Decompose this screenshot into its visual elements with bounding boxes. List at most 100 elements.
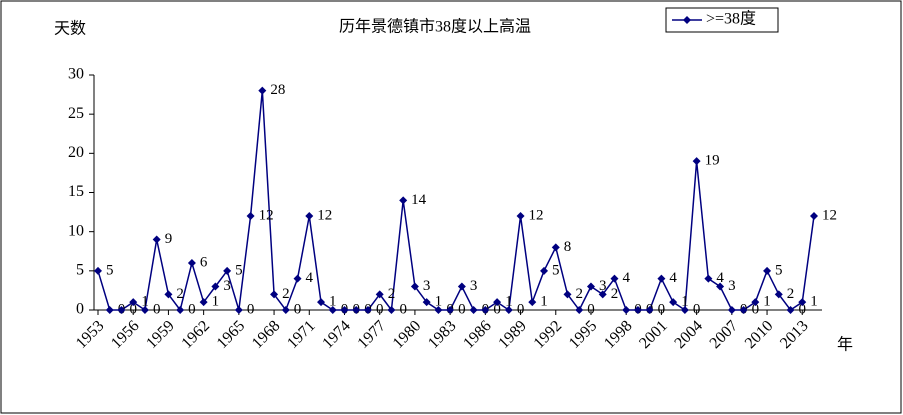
marker	[633, 306, 642, 314]
marker	[446, 306, 455, 314]
marker	[680, 306, 689, 314]
marker	[328, 306, 337, 314]
marker	[622, 306, 631, 314]
x-tick-label: 1959	[143, 317, 178, 352]
marker	[704, 274, 713, 283]
marker	[469, 306, 478, 314]
marker	[751, 298, 760, 307]
marker	[105, 306, 114, 314]
marker	[234, 306, 243, 314]
data-label: 1	[329, 294, 337, 310]
data-label: 0	[458, 301, 466, 317]
y-tick-label: 0	[76, 301, 84, 318]
marker	[610, 274, 619, 283]
data-label: 19	[705, 153, 720, 169]
data-label: 3	[470, 278, 478, 294]
y-tick-label: 10	[68, 222, 84, 239]
data-label: 4	[669, 270, 677, 286]
data-label: 0	[188, 301, 196, 317]
marker	[528, 298, 537, 307]
marker	[540, 266, 549, 275]
x-tick-label: 2010	[742, 317, 777, 352]
marker	[434, 306, 443, 314]
marker	[152, 235, 161, 244]
data-label: 5	[235, 262, 243, 278]
data-label: 3	[223, 278, 231, 294]
marker	[187, 259, 196, 267]
data-label: 2	[787, 286, 795, 302]
data-label: 2	[176, 286, 184, 302]
data-label: 2	[576, 286, 584, 302]
x-tick-label: 1986	[460, 317, 495, 352]
marker	[716, 282, 725, 291]
marker	[399, 196, 408, 205]
legend-marker	[683, 16, 691, 24]
chart-title: 历年景德镇市38度以上高温	[339, 18, 531, 36]
data-label: 6	[200, 254, 208, 270]
data-label: 12	[259, 207, 274, 223]
marker	[387, 306, 396, 314]
marker	[493, 298, 502, 307]
marker	[422, 298, 431, 307]
x-tick-label: 1962	[178, 317, 213, 352]
data-label: 0	[587, 301, 595, 317]
marker	[586, 282, 595, 291]
data-label: 12	[317, 207, 332, 223]
x-tick-label: 2007	[707, 317, 742, 352]
marker	[94, 266, 102, 275]
x-tick-label: 1968	[249, 317, 284, 352]
x-tick-label: 1983	[425, 317, 460, 352]
legend-label: >=38度	[706, 10, 756, 28]
marker	[117, 306, 126, 314]
marker	[669, 298, 678, 307]
data-label: 1	[141, 294, 149, 310]
data-label: 5	[106, 262, 114, 278]
x-tick-label: 1995	[566, 317, 601, 352]
data-label: 0	[247, 301, 255, 317]
x-tick-label: 1965	[214, 317, 249, 352]
marker	[246, 212, 255, 220]
marker	[481, 306, 490, 314]
x-tick-label: 2004	[671, 317, 706, 352]
data-label: 8	[564, 239, 572, 255]
line	[97, 90, 815, 312]
data-label: 2	[388, 286, 396, 302]
data-label: 2	[611, 286, 619, 302]
data-label: 1	[540, 294, 548, 310]
marker	[293, 274, 302, 283]
data-label: 1	[212, 294, 220, 310]
marker	[727, 306, 736, 314]
data-label: 1	[435, 294, 443, 310]
x-tick-label: 1953	[73, 317, 108, 352]
data-label: 0	[376, 301, 384, 317]
marker	[317, 298, 326, 307]
marker	[798, 298, 807, 307]
data-label: 0	[752, 301, 760, 317]
marker	[810, 212, 818, 220]
y-tick-label: 15	[68, 183, 84, 200]
marker	[645, 306, 654, 314]
marker	[575, 306, 584, 314]
data-label: 9	[165, 231, 173, 247]
marker	[223, 266, 232, 275]
data-label: 12	[822, 207, 837, 223]
data-label: 3	[599, 278, 607, 294]
data-label: 1	[681, 294, 689, 310]
x-tick-label: 1992	[531, 317, 566, 352]
y-tick-label: 20	[68, 144, 84, 161]
x-tick-label: 1998	[601, 317, 636, 352]
x-tick-label: 1974	[319, 317, 354, 352]
data-label: 0	[693, 301, 701, 317]
data-label: 4	[306, 270, 314, 286]
x-tick-label: 2013	[777, 317, 812, 352]
data-label: 5	[552, 262, 560, 278]
data-label: 1	[505, 294, 513, 310]
marker	[598, 290, 607, 299]
marker	[281, 306, 290, 314]
data-label: 1	[810, 294, 818, 310]
marker	[176, 306, 185, 314]
data-label: 0	[399, 301, 407, 317]
y-tick-label: 5	[76, 262, 84, 279]
x-tick-label: 1971	[284, 317, 319, 352]
